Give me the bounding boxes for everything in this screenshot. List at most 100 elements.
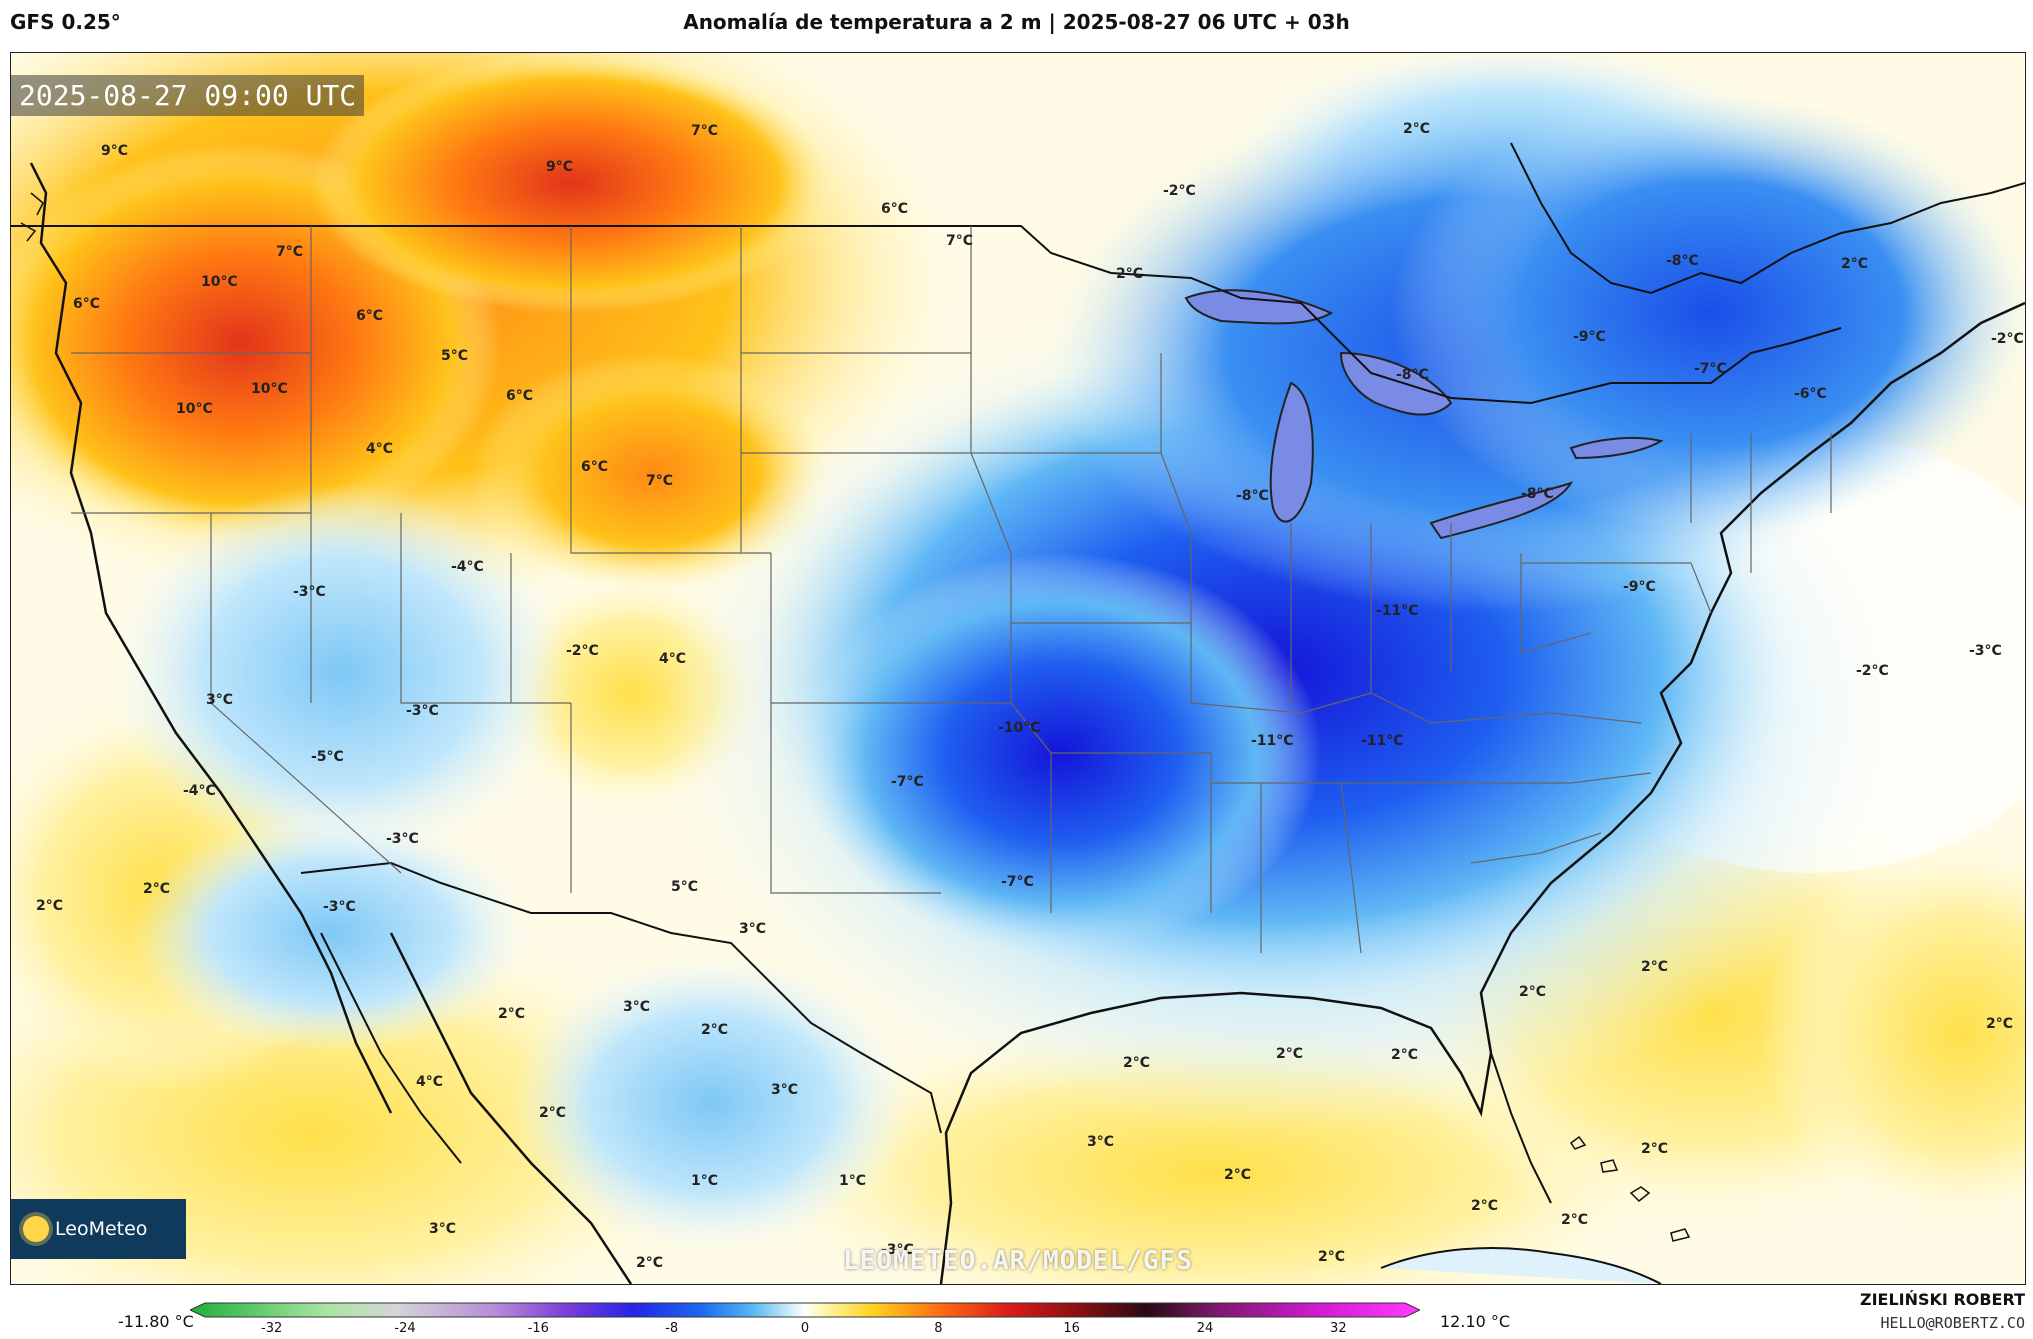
isotherm-label: 3°C — [739, 921, 766, 937]
isotherm-label: 2°C — [498, 1006, 525, 1022]
isotherm-label: 3°C — [1087, 1134, 1114, 1150]
isotherm-label: -2°C — [1991, 331, 2024, 347]
color-scale-tick: -32 — [261, 1321, 283, 1336]
valid-time-badge: 2025-08-27 09:00 UTC — [11, 75, 365, 116]
leometeo-logo: LeoMeteo — [11, 1199, 186, 1259]
isotherm-label: 2°C — [143, 881, 170, 897]
us-canada-border — [11, 225, 1842, 405]
color-scale-tick: -24 — [394, 1321, 416, 1336]
isotherm-label: 1°C — [691, 1173, 718, 1189]
isotherm-label: 10°C — [201, 274, 238, 290]
isotherm-label: -7°C — [1694, 361, 1727, 377]
color-scale-bar — [190, 1302, 1420, 1318]
isotherm-label: -8°C — [1396, 367, 1429, 383]
color-scale-tick: 0 — [800, 1321, 810, 1336]
isotherm-label: -3°C — [386, 831, 419, 847]
isotherm-label: 2°C — [539, 1105, 566, 1121]
isotherm-label: 2°C — [1403, 121, 1430, 137]
isotherm-label: 3°C — [771, 1082, 798, 1098]
color-scale-tick: 24 — [1196, 1321, 1214, 1336]
isotherm-label: -7°C — [1001, 874, 1034, 890]
temperature-anomaly-map: 9°C 7°C 9°C 6°C 7°C 7°C 10°C 6°C 6°C 5°C 10°C 10°C 6… — [10, 52, 2026, 1285]
isotherm-label: 7°C — [646, 473, 673, 489]
isotherm-label: -3°C — [406, 703, 439, 719]
isotherm-label: 6°C — [506, 388, 533, 404]
isotherm-label: -9°C — [1573, 329, 1606, 345]
isotherm-label: -4°C — [183, 783, 216, 799]
isotherm-label: -3°C — [293, 584, 326, 600]
color-scale-tick: -8 — [665, 1321, 679, 1336]
isotherm-label: -8°C — [1236, 488, 1269, 504]
isotherm-label: 2°C — [1986, 1016, 2013, 1032]
east-coastline — [939, 301, 2025, 1284]
isotherm-labels: 9°C 7°C 9°C 6°C 7°C 7°C 10°C 6°C 6°C 5°C 10°C 10°C 6… — [36, 121, 2024, 1271]
isotherm-label: -11°C — [1361, 733, 1404, 749]
isotherm-label: -3°C — [1969, 643, 2002, 659]
color-scale-tick: 8 — [934, 1321, 943, 1336]
isotherm-label: 2°C — [1318, 1249, 1345, 1265]
isotherm-label: 2°C — [1116, 266, 1143, 282]
isotherm-label: 2°C — [1276, 1046, 1303, 1062]
isotherm-label: 7°C — [276, 244, 303, 260]
isotherm-label: 2°C — [701, 1022, 728, 1038]
isotherm-label: 6°C — [356, 308, 383, 324]
color-scale-tick: -16 — [527, 1321, 549, 1336]
isotherm-label: -2°C — [1856, 663, 1889, 679]
isotherm-label: 4°C — [366, 441, 393, 457]
isotherm-label: 2°C — [1641, 1141, 1668, 1157]
isotherm-label: 2°C — [636, 1255, 663, 1271]
isotherm-label: 6°C — [73, 296, 100, 312]
color-scale-gradient — [190, 1302, 1420, 1318]
isotherm-label: 2°C — [1641, 959, 1668, 975]
isotherm-label: -9°C — [1623, 579, 1656, 595]
isotherm-label: 4°C — [659, 651, 686, 667]
isotherm-label: 2°C — [1561, 1212, 1588, 1228]
color-scale-tick: 16 — [1063, 1321, 1080, 1336]
author-email: HELLO@ROBERTZ.CO — [1880, 1314, 2026, 1332]
isotherm-label: 7°C — [691, 123, 718, 139]
isotherm-label: 5°C — [441, 348, 468, 364]
isotherm-label: -8°C — [1666, 253, 1699, 269]
isotherm-label: -8°C — [1521, 486, 1554, 502]
isotherm-label: 7°C — [946, 233, 973, 249]
isotherm-label: 9°C — [546, 159, 573, 175]
isotherm-label: 3°C — [623, 999, 650, 1015]
watermark-url: LEOMETEO.AR/MODEL/GFS — [843, 1246, 1193, 1276]
isotherm-label: -11°C — [1376, 603, 1419, 619]
isotherm-label: 2°C — [1123, 1055, 1150, 1071]
isotherm-label: 6°C — [881, 201, 908, 217]
isotherm-label: 2°C — [1391, 1047, 1418, 1063]
isotherm-label: 3°C — [206, 692, 233, 708]
isotherm-label: -7°C — [891, 774, 924, 790]
isotherm-label: -2°C — [1163, 183, 1196, 199]
isotherm-label: 10°C — [176, 401, 213, 417]
isotherm-label: -10°C — [998, 720, 1041, 736]
isotherm-label: -3°C — [323, 899, 356, 915]
isotherm-label: 3°C — [429, 1221, 456, 1237]
isotherm-label: 10°C — [251, 381, 288, 397]
isotherm-label: -4°C — [451, 559, 484, 575]
isotherm-label: 5°C — [671, 879, 698, 895]
isotherm-label: -6°C — [1794, 386, 1827, 402]
isotherm-label: 4°C — [416, 1074, 443, 1090]
model-name: GFS 0.25° — [10, 10, 121, 34]
sun-icon — [23, 1216, 49, 1242]
map-title: Anomalía de temperatura a 2 m | 2025-08-… — [683, 10, 1350, 34]
logo-text: LeoMeteo — [55, 1218, 148, 1240]
isotherm-label: 2°C — [1841, 256, 1868, 272]
isotherm-label: 2°C — [1224, 1167, 1251, 1183]
color-scale-tick: 32 — [1330, 1321, 1347, 1336]
west-coastline — [29, 162, 393, 1114]
isotherm-label: 2°C — [36, 898, 63, 914]
isotherm-label: -2°C — [566, 643, 599, 659]
isotherm-label: 6°C — [581, 459, 608, 475]
legend-max-label: 12.10 °C — [1440, 1312, 1511, 1331]
author-credit: ZIELIŃSKI ROBERT — [1859, 1290, 2025, 1309]
state-lines — [71, 226, 1832, 954]
isotherm-label: 2°C — [1519, 984, 1546, 1000]
legend-min-label: -11.80 °C — [118, 1312, 194, 1331]
isotherm-label: 9°C — [101, 143, 128, 159]
us-mexico-border — [300, 861, 942, 1134]
isotherm-label: -11°C — [1251, 733, 1294, 749]
isotherm-label: 2°C — [1471, 1198, 1498, 1214]
